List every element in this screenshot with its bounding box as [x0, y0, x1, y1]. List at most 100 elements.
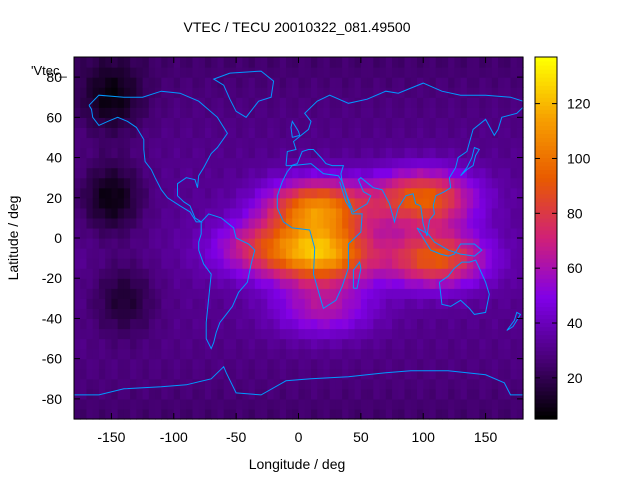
heatmap-cell [229, 227, 237, 239]
heatmap-cell [267, 408, 275, 420]
heatmap-cell [398, 338, 406, 350]
colorbar-swatch [535, 334, 557, 340]
heatmap-cell [267, 97, 275, 108]
heatmap-cell [342, 77, 349, 88]
heatmap-cell [217, 368, 225, 380]
heatmap-cell [410, 77, 418, 88]
heatmap-cell [310, 268, 318, 279]
heatmap-cell [98, 318, 106, 330]
heatmap-cell [148, 398, 156, 410]
heatmap-cell [80, 137, 88, 149]
heatmap-cell [98, 187, 106, 199]
heatmap-cell [398, 318, 406, 330]
heatmap-cell [186, 67, 194, 78]
heatmap-cell [510, 348, 518, 360]
heatmap-cell [236, 338, 243, 350]
heatmap-cell [123, 87, 131, 98]
heatmap-cell [479, 87, 487, 98]
heatmap-cell [404, 87, 412, 98]
heatmap-cell [404, 308, 412, 320]
heatmap-cell [298, 278, 306, 289]
colorbar-swatch [535, 93, 557, 98]
heatmap-cell [155, 288, 162, 299]
heatmap-cell [510, 147, 518, 159]
heatmap-cell [429, 288, 437, 299]
heatmap-cell [217, 57, 225, 68]
colorbar-tick-label: 80 [567, 205, 583, 221]
heatmap-cell [342, 217, 349, 229]
heatmap-cell [236, 368, 243, 380]
heatmap-cell [86, 388, 94, 400]
heatmap-cell [448, 227, 456, 239]
heatmap-cell [317, 358, 325, 370]
heatmap-cell [267, 67, 275, 78]
heatmap-cell [254, 388, 262, 400]
heatmap-cell [273, 217, 281, 229]
heatmap-cell [217, 258, 225, 269]
heatmap-cell [429, 227, 437, 239]
heatmap-cell [504, 358, 512, 370]
heatmap-cell [279, 187, 287, 199]
heatmap-cell [404, 288, 412, 299]
heatmap-cell [155, 97, 162, 108]
heatmap-cell [460, 398, 468, 410]
heatmap-cell [155, 227, 162, 239]
heatmap-cell [392, 117, 399, 128]
heatmap-cell [136, 238, 144, 249]
heatmap-cell [310, 378, 318, 390]
heatmap-cell [354, 388, 362, 400]
heatmap-cell [335, 217, 343, 229]
heatmap-cell [342, 278, 349, 289]
x-tick-label: 150 [474, 429, 498, 445]
heatmap-cell [398, 358, 406, 370]
heatmap-cell [186, 147, 194, 159]
heatmap-cell [229, 117, 237, 128]
heatmap-cell [123, 358, 131, 370]
heatmap-cell [173, 227, 181, 239]
heatmap-cell [435, 207, 443, 219]
colorbar-tick-label: 60 [567, 260, 583, 276]
heatmap-cell [323, 157, 331, 169]
heatmap-cell [261, 308, 268, 320]
heatmap-cell [385, 408, 393, 420]
heatmap-cell [485, 177, 493, 189]
heatmap-cell [211, 147, 219, 159]
heatmap-cell [261, 137, 268, 149]
heatmap-cell [410, 167, 418, 179]
heatmap-cell [148, 87, 156, 98]
heatmap-cell [98, 288, 106, 299]
heatmap-cell [217, 408, 225, 420]
heatmap-cell [385, 368, 393, 380]
heatmap-cell [510, 67, 518, 78]
heatmap-cell [367, 117, 374, 128]
heatmap-cell [367, 157, 374, 169]
heatmap-cell [473, 318, 480, 330]
heatmap-cell [273, 298, 281, 309]
heatmap-cell [379, 308, 387, 320]
heatmap-cell [254, 368, 262, 380]
heatmap-cell [516, 358, 524, 370]
heatmap-cell [454, 298, 462, 309]
heatmap-cell [460, 77, 468, 88]
heatmap-cell [304, 268, 312, 279]
heatmap-cell [504, 388, 512, 400]
heatmap-cell [261, 77, 268, 88]
heatmap-cell [155, 298, 162, 309]
colorbar-swatch [535, 65, 557, 70]
heatmap-cell [473, 187, 480, 199]
heatmap-cell [242, 227, 250, 239]
heatmap-cell [429, 258, 437, 269]
heatmap-cell [491, 217, 499, 229]
heatmap-cell [454, 107, 462, 118]
heatmap-cell [441, 197, 449, 209]
heatmap-cell [310, 278, 318, 289]
heatmap-cell [342, 328, 349, 340]
heatmap-cell [155, 177, 162, 189]
heatmap-cell [416, 278, 424, 289]
colorbar-swatch [535, 169, 557, 175]
heatmap-cell [479, 378, 487, 390]
heatmap-cell [466, 248, 474, 259]
heatmap-cell [473, 378, 480, 390]
heatmap-cell [180, 177, 187, 189]
heatmap-cell [198, 57, 206, 68]
